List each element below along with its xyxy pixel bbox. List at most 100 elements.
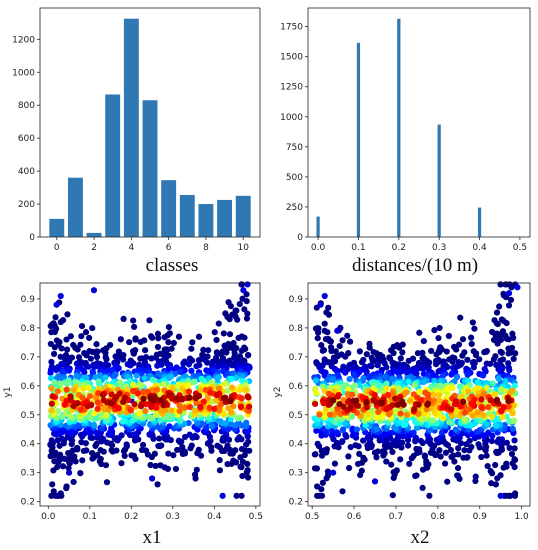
scatter-point xyxy=(493,422,500,430)
y-axis-label: y1 xyxy=(3,386,13,397)
scatter-point xyxy=(130,350,137,357)
scatter-point xyxy=(336,400,343,408)
scatter-point xyxy=(185,382,192,389)
scatter-point xyxy=(245,438,252,445)
scatter-point xyxy=(406,460,413,467)
scatter-point xyxy=(433,351,440,358)
scatter-point xyxy=(48,358,55,366)
scatter-point xyxy=(511,437,518,444)
scatter-point xyxy=(142,347,149,354)
scatter-point xyxy=(78,433,86,440)
scatter-point xyxy=(113,393,120,401)
scatter-point xyxy=(146,317,153,324)
scatter-point xyxy=(241,334,248,341)
y-tick-label: 600 xyxy=(18,134,35,144)
scatter-point xyxy=(47,369,54,376)
scatter-point xyxy=(397,456,404,463)
scatter-point xyxy=(90,421,98,428)
scatter-point xyxy=(318,342,325,349)
scatter-point xyxy=(363,398,370,406)
scatter-point xyxy=(464,454,471,461)
scatter-point xyxy=(436,447,443,454)
scatter-point xyxy=(503,492,510,499)
scatter-point xyxy=(170,339,177,347)
scatter-point xyxy=(489,380,496,387)
scatter-point xyxy=(468,334,475,341)
scatter-point xyxy=(103,367,110,375)
scatter-point xyxy=(397,410,404,417)
scatter-point xyxy=(383,385,390,392)
scatter-point xyxy=(50,488,57,495)
scatter-point xyxy=(219,492,226,499)
scatter-point xyxy=(413,445,420,452)
scatter-point xyxy=(455,341,463,348)
scatter-point xyxy=(375,408,382,416)
scatter-point xyxy=(497,492,504,499)
scatter-point xyxy=(503,439,511,446)
scatter-point xyxy=(373,454,380,461)
y-tick-label: 0.7 xyxy=(21,353,35,363)
scatter-point xyxy=(152,462,159,470)
scatter-point xyxy=(49,393,56,400)
scatter-point xyxy=(228,362,236,369)
scatter-point xyxy=(154,330,162,337)
scatter-point xyxy=(72,458,79,465)
scatter-point xyxy=(511,445,518,452)
scatter-point xyxy=(318,367,325,374)
scatter-point xyxy=(166,413,174,420)
scatter-point xyxy=(242,382,249,389)
scatter-point xyxy=(474,379,482,386)
y-tick-label: 0.5 xyxy=(21,411,35,421)
scatter-point xyxy=(241,306,248,313)
scatter-point xyxy=(161,334,168,341)
scatter-point xyxy=(156,371,163,378)
scatter-point xyxy=(223,349,230,356)
scatter-point xyxy=(225,344,233,352)
scatter-point xyxy=(232,422,239,429)
scatter-point xyxy=(242,386,249,394)
scatter-point xyxy=(120,398,127,406)
scatter-point xyxy=(487,397,494,404)
scatter-point xyxy=(498,349,505,356)
scatter-point xyxy=(439,372,447,379)
scatter-point xyxy=(175,333,183,340)
scatter-point xyxy=(94,452,101,459)
scatter-point xyxy=(454,464,462,472)
scatter-point xyxy=(72,428,79,435)
scatter-point xyxy=(483,421,491,428)
scatter-point xyxy=(475,441,482,448)
scatter-point xyxy=(53,301,60,308)
scatter-point xyxy=(446,418,453,426)
scatter-point xyxy=(455,451,462,458)
scatter-point xyxy=(426,492,433,499)
scatter-point xyxy=(416,388,423,395)
scatter-point xyxy=(147,394,154,401)
x-tick-label: 8 xyxy=(203,243,209,253)
scatter-point xyxy=(410,429,417,436)
scatter-point xyxy=(346,376,353,383)
scatter-point xyxy=(319,479,326,486)
scatter-point xyxy=(339,426,347,433)
scatter-point xyxy=(428,405,435,412)
scatter-point xyxy=(472,477,479,485)
scatter-point xyxy=(415,401,422,408)
scatter-point xyxy=(438,429,445,436)
scatter-point xyxy=(339,488,346,495)
scatter-point xyxy=(77,406,84,414)
scatter-point xyxy=(196,356,203,363)
scatter-point xyxy=(82,329,90,336)
y-tick-label: 1500 xyxy=(280,53,303,63)
scatter-point xyxy=(321,320,328,327)
scatter-point xyxy=(317,301,324,308)
scatter-point xyxy=(127,362,134,369)
scatter-point xyxy=(477,417,484,424)
scatter-point xyxy=(435,392,442,399)
scatter-point xyxy=(238,347,245,354)
scatter-point xyxy=(153,404,160,411)
scatter-point xyxy=(158,361,165,368)
scatter-point xyxy=(461,447,468,454)
scatter-point xyxy=(391,437,398,445)
bar xyxy=(49,218,65,237)
scatter-point xyxy=(195,446,202,453)
y-tick-label: 0.4 xyxy=(21,440,36,450)
